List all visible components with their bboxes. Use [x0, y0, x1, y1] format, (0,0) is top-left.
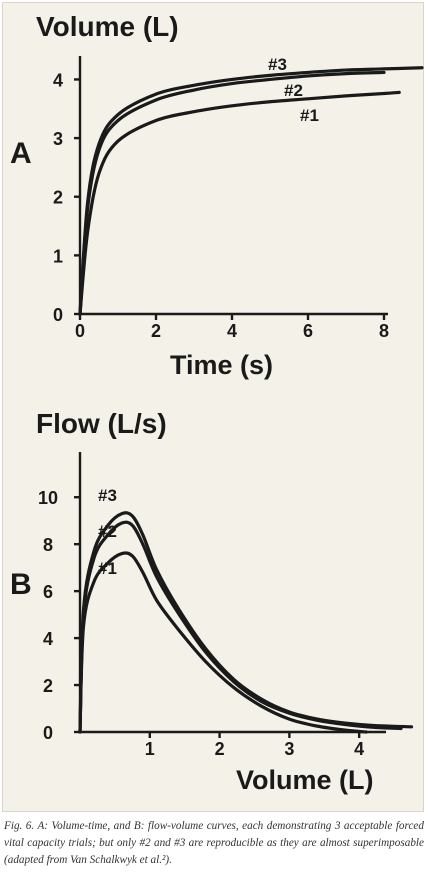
chart-a-y-tick-label: 3	[53, 129, 63, 149]
chart-a-series-3-line	[78, 66, 424, 316]
chart-b-panel-label: B	[10, 568, 32, 601]
chart-a-y-tick-label: 4	[53, 70, 63, 90]
chart-b-x-tick-label: 4	[354, 739, 364, 759]
chart-a-panel-label: A	[10, 137, 32, 170]
chart-b-series-3-line	[78, 511, 414, 734]
chart-b-axes	[78, 452, 386, 734]
chart-b-series-1-line	[78, 551, 368, 734]
chart-b-series-3-label: #3	[98, 486, 117, 505]
chart-b-x-axis-title: Volume (L)	[236, 765, 374, 795]
chart-a-series-3-label: #3	[268, 55, 287, 74]
chart-b-x-tick-label: 1	[145, 739, 155, 759]
chart-b-x-tick-label: 2	[215, 739, 225, 759]
chart-a-series-1-label: #1	[300, 106, 319, 125]
chart-b-series-2-label: #2	[98, 522, 117, 541]
chart-b-y-tick-label: 6	[43, 582, 53, 602]
chart-b-y-axis-title: Flow (L/s)	[36, 408, 167, 439]
chart-b-y-tick-label: 4	[43, 629, 53, 649]
chart-b-series-1-label: #1	[98, 559, 117, 578]
chart-a-x-axis-title: Time (s)	[170, 350, 273, 380]
chart-a-x-tick-label: 0	[75, 321, 85, 341]
chart-b-y-tick-label: 2	[43, 676, 53, 696]
chart-b-y-tick-label: 0	[43, 723, 53, 743]
chart-a-y-tick-label: 1	[53, 246, 63, 266]
chart-b-y-tick-label: 10	[38, 488, 58, 508]
chart-a-x-tick-label: 4	[227, 321, 237, 341]
chart-a-series-2-label: #2	[284, 81, 303, 100]
chart-b-y-tick-label: 8	[43, 535, 53, 555]
chart-b-x-tick-label: 3	[284, 739, 294, 759]
chart-a-y-tick-label: 2	[53, 188, 63, 208]
figure-panel	[2, 2, 424, 812]
chart-a-y-axis-title: Volume (L)	[36, 11, 179, 42]
chart-a-x-tick-label: 2	[151, 321, 161, 341]
figure-caption: Fig. 6. A: Volume-time, and B: flow-volu…	[4, 820, 424, 866]
chart-a-x-tick-label: 8	[379, 321, 389, 341]
chart-a-series-1-line	[78, 90, 401, 316]
chart-a-x-tick-label: 6	[303, 321, 313, 341]
chart-a-y-tick-label: 0	[53, 305, 63, 325]
